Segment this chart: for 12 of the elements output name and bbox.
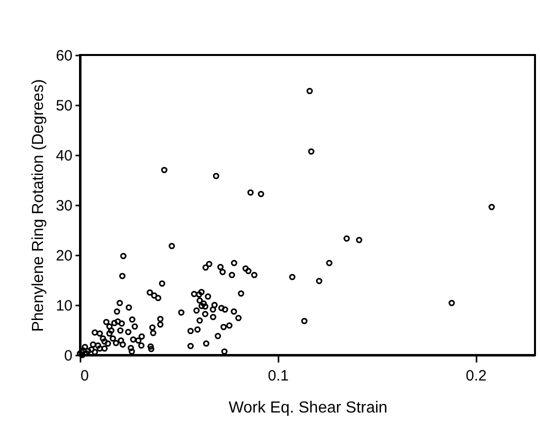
y-tick-label: 50 <box>56 98 72 114</box>
y-tick-label: 40 <box>56 148 72 164</box>
y-tick-label: 30 <box>56 198 72 214</box>
x-tick-label: 0 <box>80 368 89 384</box>
x-tick-label: 0.1 <box>268 368 289 384</box>
y-tick-label: 20 <box>56 248 72 264</box>
x-axis-title: Work Eq. Shear Strain <box>228 400 388 416</box>
y-tick-label: 60 <box>56 48 72 64</box>
y-tick-label: 10 <box>56 298 72 314</box>
x-tick-label: 0.2 <box>466 368 487 384</box>
y-axis-title: Phenylene Ring Rotation (Degrees) <box>30 79 47 332</box>
y-tick-label: 0 <box>64 348 72 364</box>
